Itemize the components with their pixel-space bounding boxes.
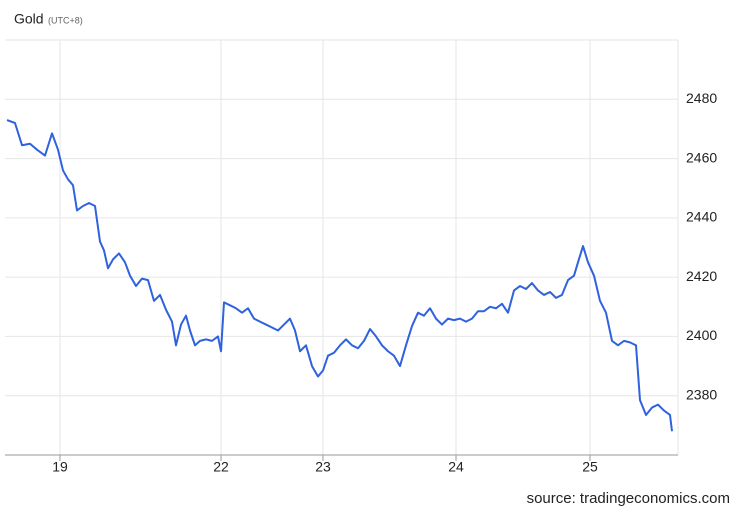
y-tick-label: 2420: [686, 268, 717, 284]
x-tick-label: 19: [52, 459, 68, 475]
x-tick-label: 24: [448, 459, 464, 475]
x-tick-label: 23: [315, 459, 331, 475]
y-tick-label: 2400: [686, 327, 717, 343]
source: source: tradingeconomics.com: [527, 490, 730, 507]
chart-subtitle: (UTC+8): [48, 15, 83, 25]
x-tick-label: 22: [213, 459, 229, 475]
y-tick-label: 2380: [686, 386, 717, 402]
x-tick-label: 25: [582, 459, 598, 475]
y-tick-label: 2480: [686, 90, 717, 106]
chart-title: Gold: [14, 11, 44, 27]
y-tick-label: 2440: [686, 209, 717, 225]
y-tick-label: 2460: [686, 149, 717, 165]
price-line: [6, 119, 673, 432]
